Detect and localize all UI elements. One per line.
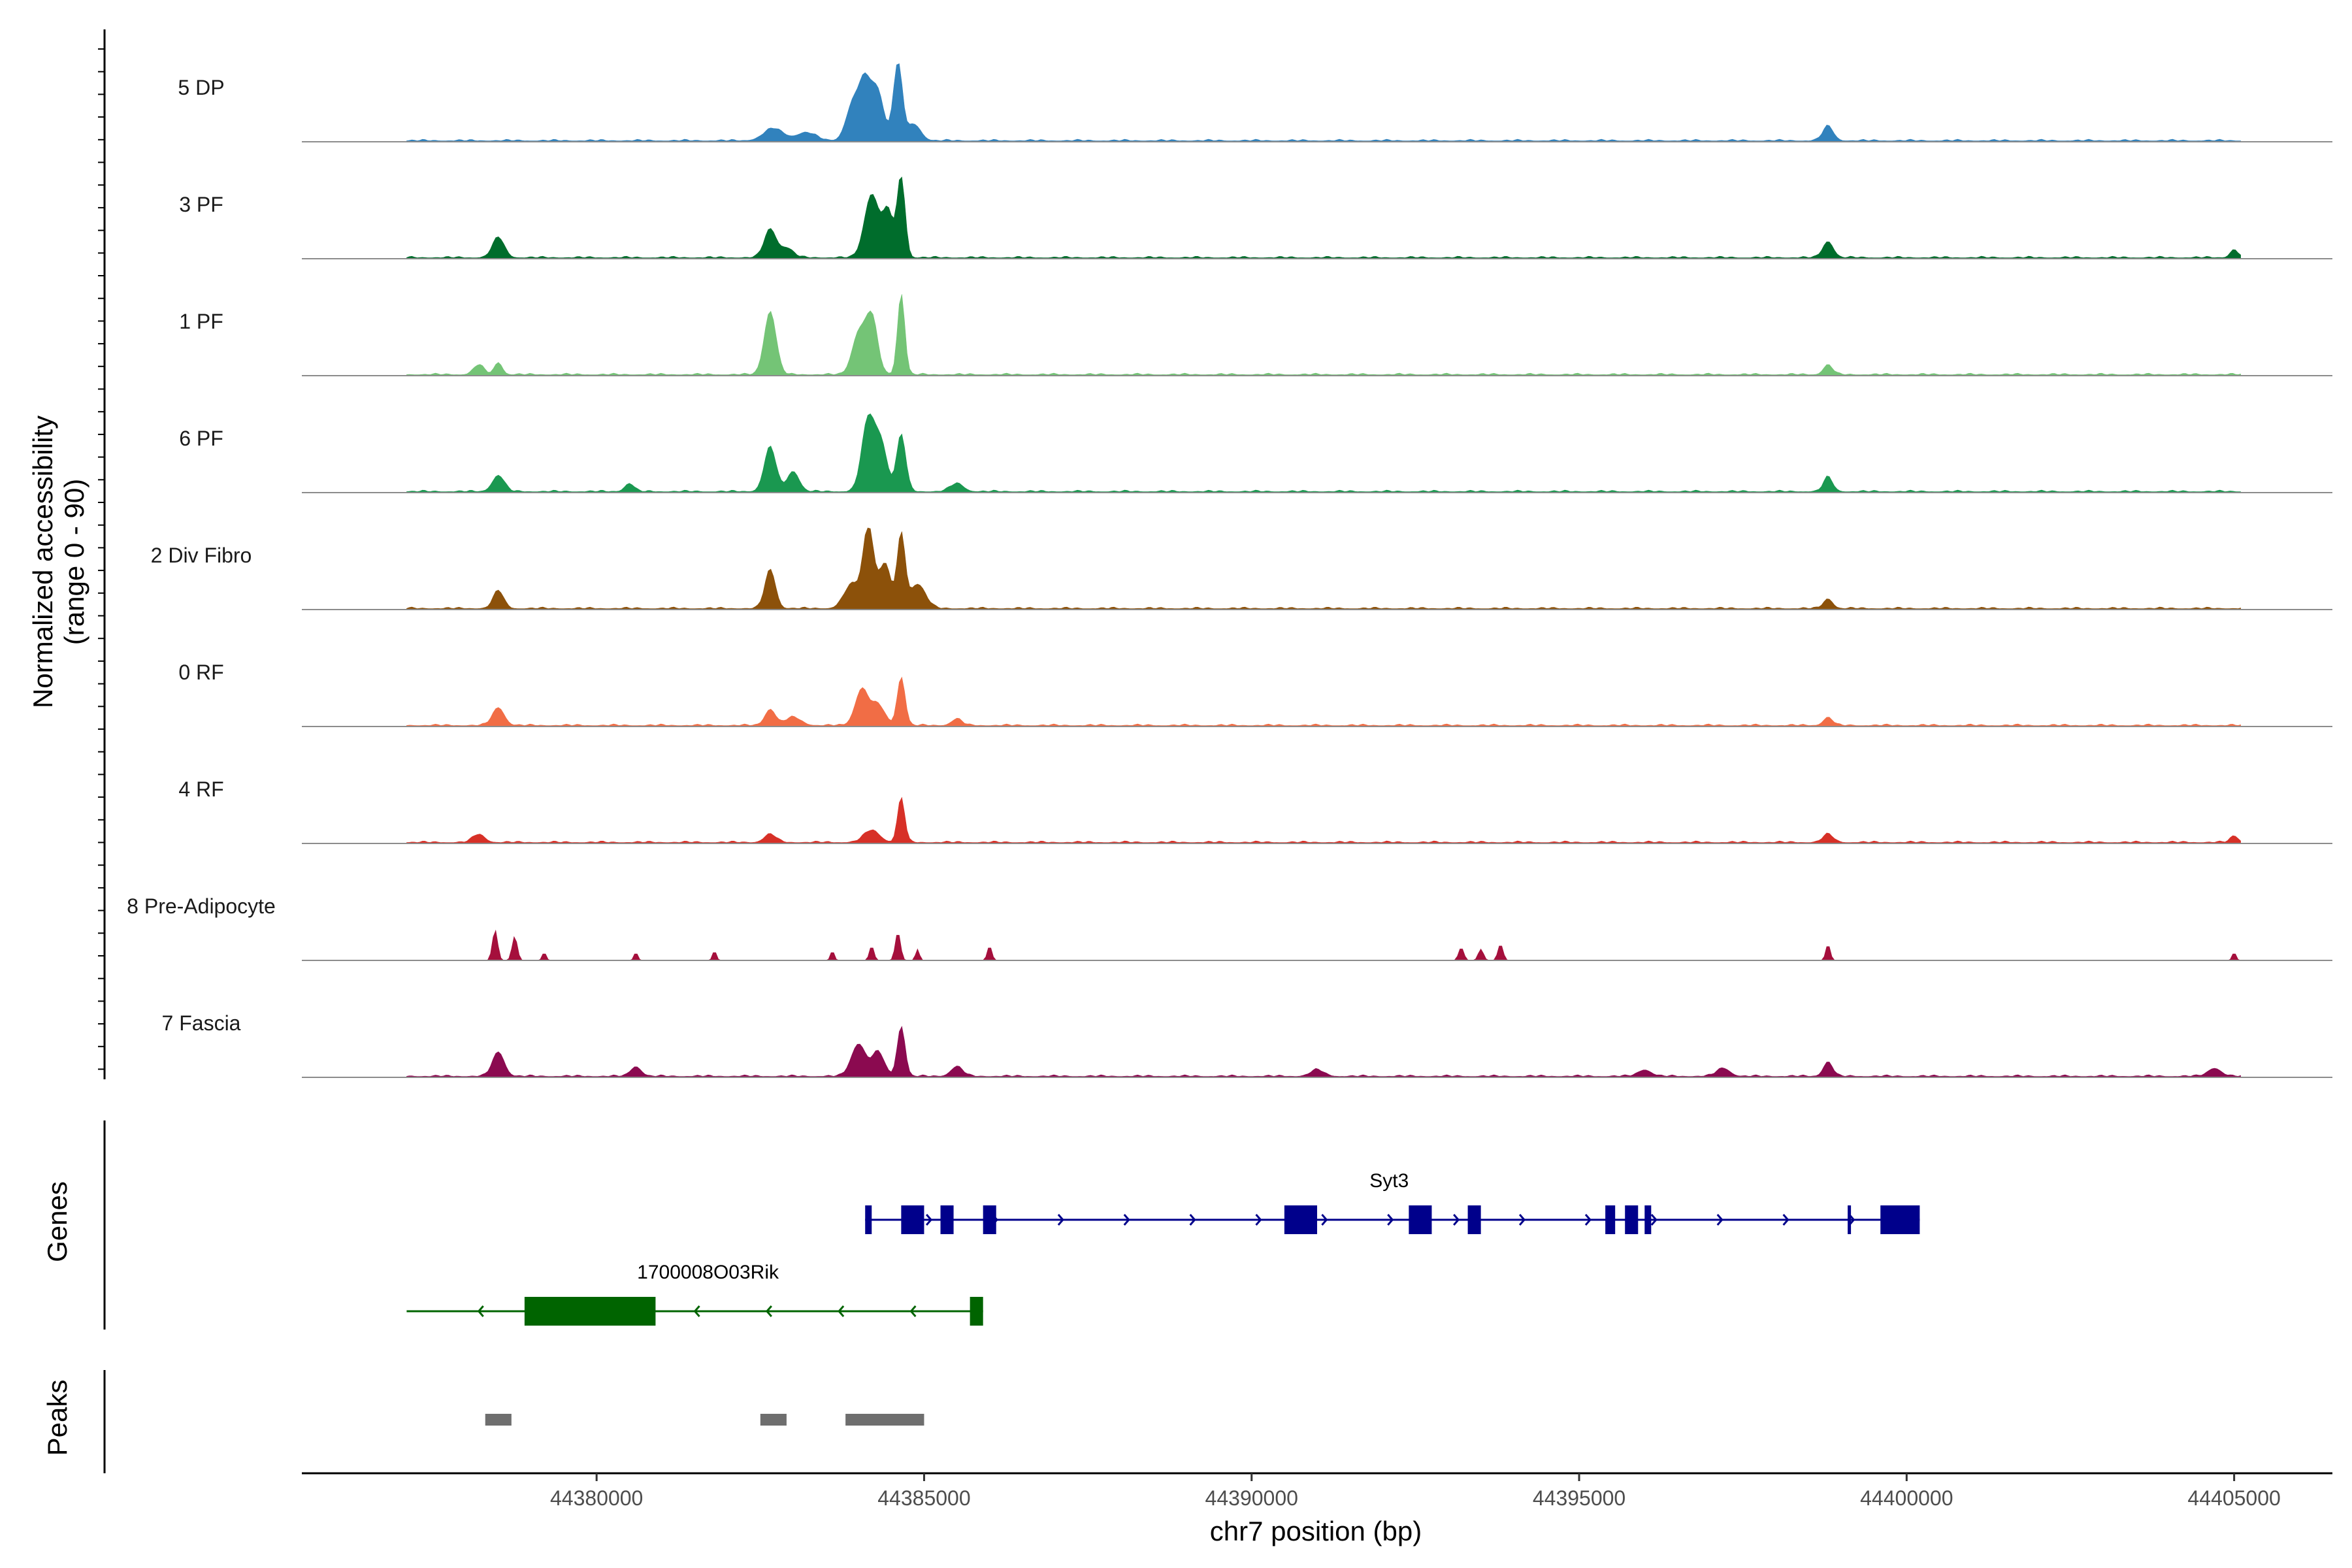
x-tick-label: 44390000 [1205,1486,1298,1510]
y-axis-title: Normalized accessibility [27,416,58,708]
gene-exon [1605,1205,1616,1234]
gene-track-label: Genes [42,1181,73,1262]
x-tick-label: 44380000 [550,1486,643,1510]
track-5: 2 Div Fibro [151,527,2332,610]
strand-arrow [1123,1214,1130,1226]
x-tick-label: 44405000 [2187,1486,2280,1510]
peak-region [760,1414,787,1426]
coverage-area [406,63,2241,142]
x-tick-label: 44385000 [877,1486,970,1510]
strand-arrow [1782,1214,1789,1226]
gene-Syt3: Syt3 [865,1170,1920,1234]
track-7: 4 RF [178,777,2332,844]
gene-exon [865,1205,872,1234]
track-label: 6 PF [179,427,223,450]
peak-track [103,1370,924,1473]
peak-track-label: Peaks [42,1380,73,1456]
track-1: 5 DP [178,63,2332,142]
gene-name-label: Syt3 [1369,1170,1409,1192]
gene-exon [983,1205,996,1234]
x-axis-title: chr7 position (bp) [1210,1516,1422,1546]
gene-exon [1880,1205,1920,1234]
gene-exon [1467,1205,1481,1234]
x-axis: 44380000 44385000 44390000 44395000 44400000… [302,1472,2332,1510]
gene-exon [970,1297,983,1326]
coverage-area [406,527,2241,610]
track-label: 1 PF [179,310,223,333]
x-tick-label: 44400000 [1860,1486,1953,1510]
gene-exon [1625,1205,1639,1234]
gene-1700008O03Rik: 1700008O03Rik [406,1262,983,1326]
gene-exon [524,1297,656,1326]
coverage-area [406,929,2241,961]
gene-exon [1644,1205,1652,1234]
coverage-area [406,1026,2241,1078]
strand-arrow [1584,1214,1592,1226]
track-label: 3 PF [179,193,223,216]
gene-exon [1848,1205,1852,1234]
strand-arrow [1650,1214,1658,1226]
track-label: 4 RF [178,777,223,801]
gene-exon [940,1205,954,1234]
gene-exon [901,1205,924,1234]
strand-arrow [1518,1214,1526,1226]
track-4: 6 PF [179,413,2332,493]
track-label: 8 Pre-Adipocyte [127,894,276,918]
peak-region [485,1414,512,1426]
gene-name-label: 1700008O03Rik [637,1262,779,1283]
strand-arrow [477,1305,484,1317]
track-6: 0 RF [178,661,2332,727]
coverage-area [406,176,2241,259]
coverage-tracks: 5 DP 3 PF 1 PF 6 PF 2 Div Fibro 0 RF 4 RF 8 Pre… [98,29,2332,1079]
strand-arrow [1189,1214,1196,1226]
track-label: 0 RF [178,661,223,684]
strand-arrow [1716,1214,1723,1226]
track-9: 7 Fascia [162,1011,2332,1078]
strand-arrow [838,1305,845,1317]
strand-arrow [1453,1214,1460,1226]
strand-arrow [693,1305,700,1317]
gene-exon [1409,1205,1432,1234]
track-8: 8 Pre-Adipocyte [127,894,2332,961]
coverage-area [406,413,2241,493]
coverage-area [406,676,2241,727]
strand-arrow [1387,1214,1394,1226]
gene-exon [1284,1205,1317,1234]
track-3: 1 PF [179,294,2332,376]
strand-arrow [1057,1214,1064,1226]
track-label: 2 Div Fibro [151,544,252,567]
strand-arrow [925,1214,933,1226]
track-label: 5 DP [178,76,224,99]
gene-track: Syt3 1700008O03Rik [103,1120,1920,1330]
x-tick-label: 44395000 [1533,1486,1625,1510]
track-2: 3 PF [179,176,2332,259]
y-axis-subtitle: (range 0 - 90) [59,479,90,645]
strand-arrow [1255,1214,1262,1226]
coverage-area [406,294,2241,376]
coverage-area [406,796,2241,844]
strand-arrow [765,1305,772,1317]
strand-arrow [909,1305,917,1317]
strand-arrow [1321,1214,1328,1226]
track-label: 7 Fascia [162,1011,241,1035]
peak-region [845,1414,924,1426]
